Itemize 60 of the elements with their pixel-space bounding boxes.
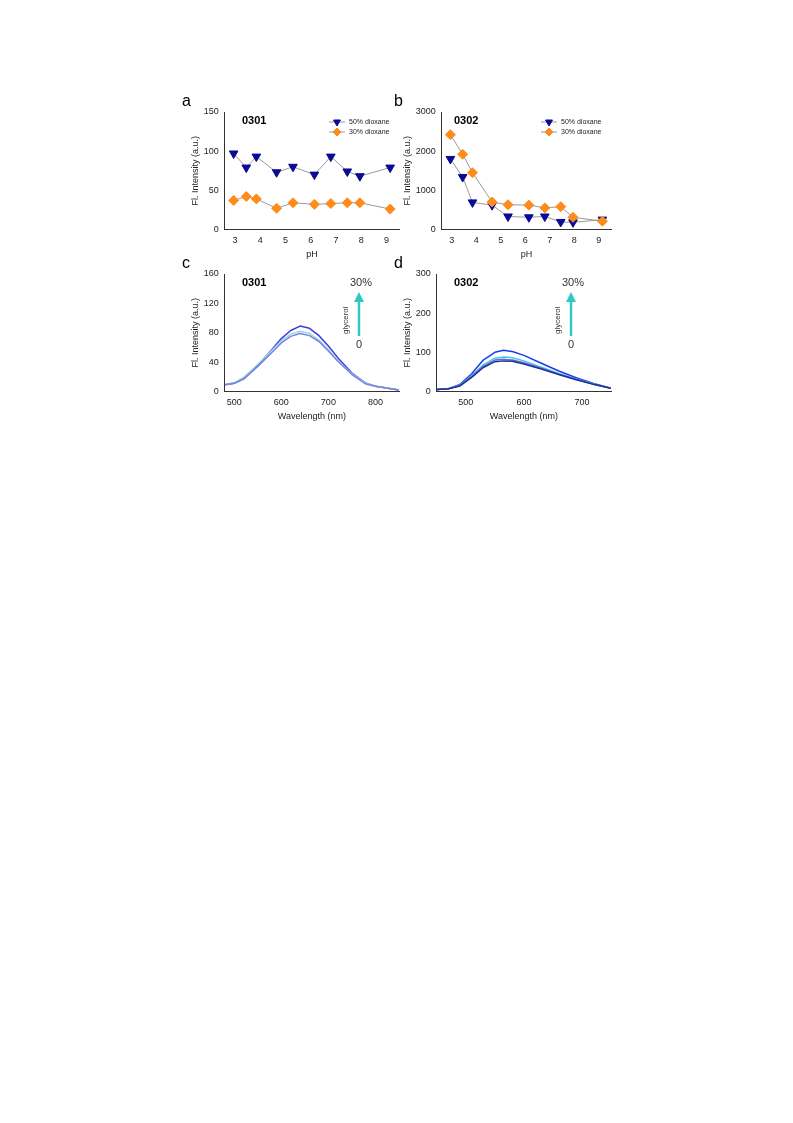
annotation: 30% [350, 276, 373, 288]
y-tick-label: 40 [208, 356, 219, 367]
x-tick-label: 4 [257, 235, 263, 246]
x-tick-label: 7 [547, 235, 553, 246]
y-tick-label: 100 [415, 346, 431, 357]
x-tick-label: 8 [358, 235, 364, 246]
x-tick-label: 500 [458, 397, 474, 408]
y-tick-label: 150 [203, 106, 219, 117]
y-tick-label: 0 [430, 223, 436, 234]
x-tick-label: 3 [232, 235, 238, 246]
text: c [182, 254, 190, 272]
annotation: glycerol [341, 306, 350, 334]
y-tick-label: 80 [208, 327, 219, 338]
x-tick-label: 700 [574, 397, 590, 408]
annotation: 0302 [454, 276, 479, 288]
text: b [394, 92, 403, 110]
x-axis-title: Wavelength (nm) [277, 411, 347, 422]
x-tick-label: 6 [522, 235, 528, 246]
y-tick-label: 1000 [415, 184, 436, 195]
y-tick-label: 0 [213, 385, 219, 396]
x-tick-label: 500 [226, 397, 242, 408]
y-tick-label: 200 [415, 307, 431, 318]
x-tick-label: 8 [571, 235, 577, 246]
x-tick-label: 6 [308, 235, 314, 246]
x-axis-title: pH [306, 249, 318, 260]
x-tick-label: 9 [383, 235, 389, 246]
x-tick-label: 700 [320, 397, 336, 408]
y-axis-title: Fl. Intensity (a.u.) [401, 297, 412, 368]
x-axis-title: pH [520, 249, 533, 260]
text: a [182, 92, 191, 110]
annotation: 0301 [242, 276, 267, 288]
annotation: 0 [568, 338, 575, 350]
y-tick-label: 160 [203, 268, 219, 279]
x-tick-label: 600 [273, 397, 289, 408]
x-tick-label: 800 [367, 397, 383, 408]
x-tick-label: 4 [473, 235, 479, 246]
y-axis-title: Fl. Intensity (a.u.) [189, 135, 200, 206]
y-tick-label: 2000 [415, 145, 436, 156]
text: d [394, 254, 403, 272]
y-tick-label: 100 [203, 145, 219, 156]
x-tick-label: 3 [449, 235, 455, 246]
y-tick-label: 0 [425, 385, 431, 396]
y-tick-label: 50 [208, 184, 219, 195]
y-tick-label: 0 [213, 223, 219, 234]
annotation: 30% [562, 276, 585, 288]
y-axis-title: Fl. Intensity (a.u.) [401, 135, 412, 206]
x-tick-label: 5 [498, 235, 504, 246]
annotation: 0 [356, 338, 363, 350]
x-tick-label: 600 [516, 397, 532, 408]
y-tick-label: 120 [203, 297, 219, 308]
y-axis-title: Fl. Intensity (a.u.) [189, 297, 200, 368]
x-tick-label: 5 [282, 235, 288, 246]
annotation: glycerol [553, 306, 562, 334]
x-tick-label: 9 [596, 235, 602, 246]
x-axis-title: Wavelength (nm) [489, 411, 559, 422]
annotation: 0301 [242, 114, 267, 126]
x-tick-label: 7 [333, 235, 339, 246]
y-tick-label: 3000 [415, 106, 436, 117]
annotation: 0302 [454, 114, 479, 126]
y-tick-label: 300 [415, 268, 431, 279]
